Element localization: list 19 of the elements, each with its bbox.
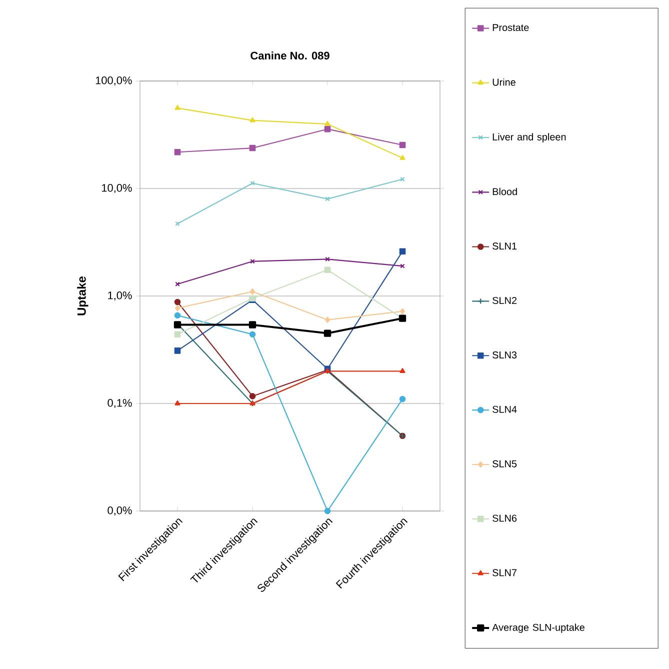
y-tick-label: 0,1% xyxy=(108,398,132,408)
legend-label: SLN7 xyxy=(492,569,517,576)
legend-label: SLN5 xyxy=(492,460,517,468)
legend-label: Liver and spleen xyxy=(492,133,566,142)
y-tick-label: 100,0% xyxy=(96,76,132,86)
legend-label: Average SLN-uptake xyxy=(492,624,584,633)
y-tick-label: 1,0% xyxy=(108,291,132,301)
legend-label: SLN3 xyxy=(492,351,517,358)
legend-label: SLN2 xyxy=(492,296,517,304)
legend-label: Prostate xyxy=(492,24,529,32)
legend-label: Blood xyxy=(492,188,517,196)
legend-label: SLN4 xyxy=(492,406,517,413)
chart-title: Canine No. 089 xyxy=(250,51,330,60)
y-axis-title: Uptake xyxy=(77,276,88,316)
legend-label: Urine xyxy=(492,78,516,86)
y-tick-label: 0,0% xyxy=(108,506,132,516)
legend-label: SLN6 xyxy=(492,514,517,522)
y-tick-label: 10,0% xyxy=(102,184,132,194)
legend-label: SLN1 xyxy=(492,242,517,250)
